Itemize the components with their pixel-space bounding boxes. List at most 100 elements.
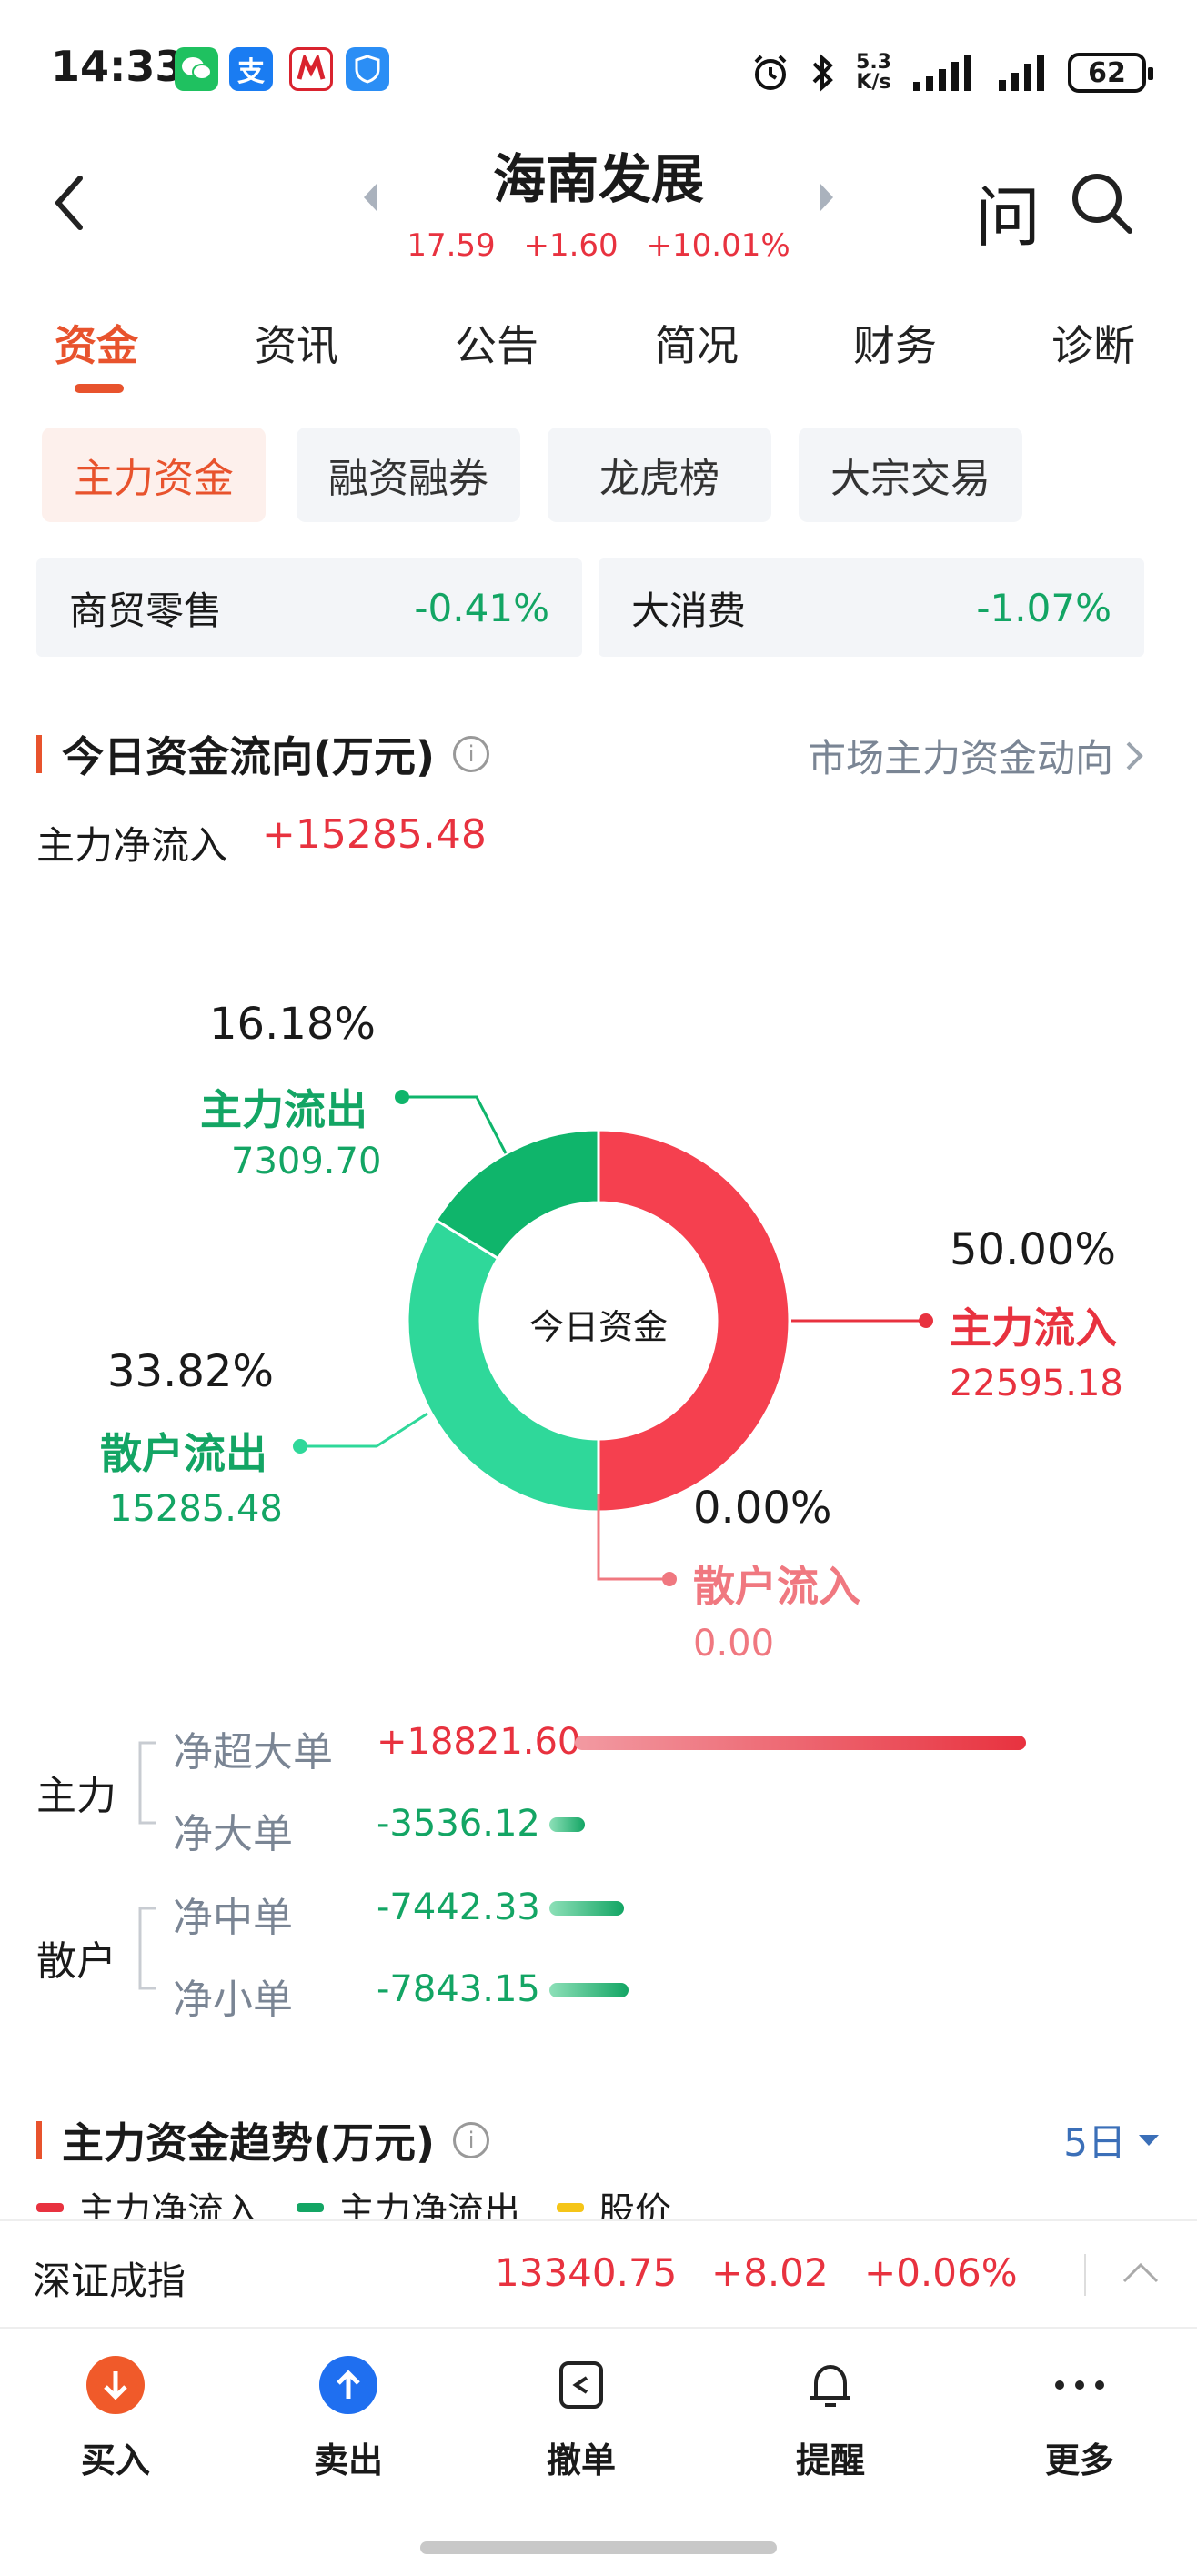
stock-price: 17.59: [407, 227, 496, 264]
alipay-icon: 支: [229, 47, 273, 91]
slice-value-main-outflow: 7309.70: [231, 1141, 382, 1182]
next-stock-icon[interactable]: [817, 182, 835, 213]
slice-value-main-inflow: 22595.18: [950, 1363, 1123, 1404]
back-arrow-icon[interactable]: [51, 173, 87, 233]
tab-announcements[interactable]: 公告: [455, 321, 538, 370]
slice-pct-main-inflow: 50.00%: [950, 1224, 1117, 1275]
sell-label: 卖出: [313, 2440, 383, 2480]
search-icon[interactable]: [1068, 169, 1135, 236]
alert-label: 提醒: [795, 2440, 865, 2480]
stock-change-pct: +10.01%: [646, 227, 790, 264]
battery-indicator: 62: [1068, 53, 1153, 93]
legend-swatch: [557, 2203, 584, 2212]
donut-slice: [406, 1218, 600, 1514]
tab-diagnosis[interactable]: 诊断: [1051, 321, 1135, 370]
sector-name: 商贸零售: [69, 588, 223, 633]
slice-value-retail-outflow: 15285.48: [109, 1488, 283, 1530]
alert-button[interactable]: 提醒: [762, 2356, 899, 2482]
tab-news[interactable]: 资讯: [255, 321, 338, 370]
sector-name: 大消费: [631, 588, 747, 633]
more-label: 更多: [1044, 2440, 1114, 2480]
flow-bar-large: [549, 1817, 585, 1832]
subtab-dragon-tiger[interactable]: 龙虎榜: [548, 428, 771, 522]
leader-dot: [293, 1439, 307, 1454]
donut-slice: [434, 1128, 600, 1261]
group-label-retail: 散户: [36, 1938, 116, 1985]
row-name: 净超大单: [173, 1729, 333, 1776]
row-name: 净小单: [173, 1977, 293, 2023]
cancel-order-label: 撤单: [546, 2440, 616, 2480]
index-change-pct: +0.06%: [864, 2250, 1018, 2295]
row-name: 净中单: [173, 1895, 293, 1941]
row-name: 净大单: [173, 1811, 293, 1857]
sell-button[interactable]: 卖出: [280, 2356, 417, 2482]
slice-name-main-inflow: 主力流入: [950, 1303, 1117, 1353]
period-selector[interactable]: 5日: [1063, 2112, 1161, 2168]
tab-profile[interactable]: 简况: [655, 321, 739, 370]
more-dots-icon: [1051, 2356, 1109, 2414]
status-indicators: 5.3 K/s 62: [750, 36, 1153, 109]
flow-bar-medium: [549, 1901, 624, 1916]
market-flow-link[interactable]: 市场主力资金动向: [808, 728, 1146, 783]
donut-center-label: 今日资金: [528, 1307, 668, 1347]
donut-slice: [597, 1128, 791, 1514]
leader-line: [597, 1494, 666, 1581]
subtab-main-funds[interactable]: 主力资金: [42, 428, 266, 522]
row-value: +18821.60: [377, 1721, 581, 1763]
signal-1-icon: [913, 55, 971, 91]
index-change: +8.02: [711, 2250, 829, 2295]
wechat-icon: [175, 47, 218, 91]
index-ticker-bar[interactable]: 深证成指 13340.75 +8.02 +0.06%: [0, 2219, 1197, 2329]
group-brackets: [138, 1741, 156, 1990]
sector-change: -0.41%: [414, 585, 549, 630]
flow-section-title: 今日资金流向(万元) i: [36, 724, 490, 784]
bell-icon: [801, 2356, 860, 2414]
info-icon[interactable]: i: [453, 2122, 490, 2158]
stock-quote: 17.59 +1.60 +10.01%: [0, 227, 1197, 264]
group-label-main: 主力: [36, 1773, 116, 1819]
trend-legend: 主力净流入 主力净流出 股价: [36, 2187, 1164, 2219]
sector-card[interactable]: 商贸零售 -0.41%: [36, 558, 582, 657]
divider: [1084, 2254, 1086, 2296]
info-icon[interactable]: i: [453, 736, 490, 772]
flow-bar-small: [549, 1983, 629, 1997]
cmb-bank-icon: [289, 47, 333, 91]
slice-name-retail-outflow: 散户流出: [100, 1429, 267, 1478]
more-button[interactable]: 更多: [1011, 2356, 1148, 2482]
ask-button[interactable]: 问: [975, 179, 1041, 256]
bluetooth-icon: [812, 54, 833, 92]
prev-stock-icon[interactable]: [362, 182, 380, 213]
subtab-margin[interactable]: 融资融券: [297, 428, 520, 522]
row-value: -3536.12: [377, 1803, 540, 1845]
slice-pct-retail-inflow: 0.00%: [693, 1483, 832, 1534]
tab-funds[interactable]: 资金: [55, 321, 138, 370]
slice-value-retail-inflow: 0.00: [693, 1623, 775, 1665]
buy-arrow-icon: [86, 2356, 145, 2414]
stock-name: 海南发展: [492, 148, 704, 210]
tab-indicator: [75, 384, 124, 393]
legend-swatch: [297, 2203, 324, 2212]
subtab-block-trade[interactable]: 大宗交易: [799, 428, 1022, 522]
index-name: 深证成指: [33, 2259, 186, 2303]
trend-section-title: 主力资金趋势(万元) i: [36, 2110, 490, 2170]
fund-flow-donut-chart: [293, 1090, 933, 1586]
net-inflow-value: +15285.48: [262, 811, 487, 858]
shield-app-icon: [346, 47, 389, 91]
buy-label: 买入: [80, 2440, 150, 2480]
slice-pct-main-outflow: 16.18%: [209, 999, 377, 1050]
net-speed: 5.3 K/s: [856, 51, 891, 94]
leader-dot: [662, 1572, 677, 1586]
net-inflow-label: 主力净流入: [36, 823, 228, 868]
chevron-up-icon[interactable]: [1122, 2261, 1159, 2285]
tab-finance[interactable]: 财务: [853, 321, 937, 370]
sector-card[interactable]: 大消费 -1.07%: [598, 558, 1144, 657]
status-time: 14:33: [51, 42, 185, 91]
slice-name-main-outflow: 主力流出: [200, 1085, 367, 1134]
buy-button[interactable]: 买入: [47, 2356, 184, 2482]
caret-down-icon: [1139, 2134, 1159, 2146]
signal-2-icon: [999, 55, 1044, 91]
slice-pct-retail-outflow: 33.82%: [107, 1346, 275, 1397]
leader-line: [406, 1095, 508, 1154]
slice-name-retail-inflow: 散户流入: [693, 1562, 860, 1611]
cancel-order-button[interactable]: 撤单: [513, 2356, 649, 2482]
